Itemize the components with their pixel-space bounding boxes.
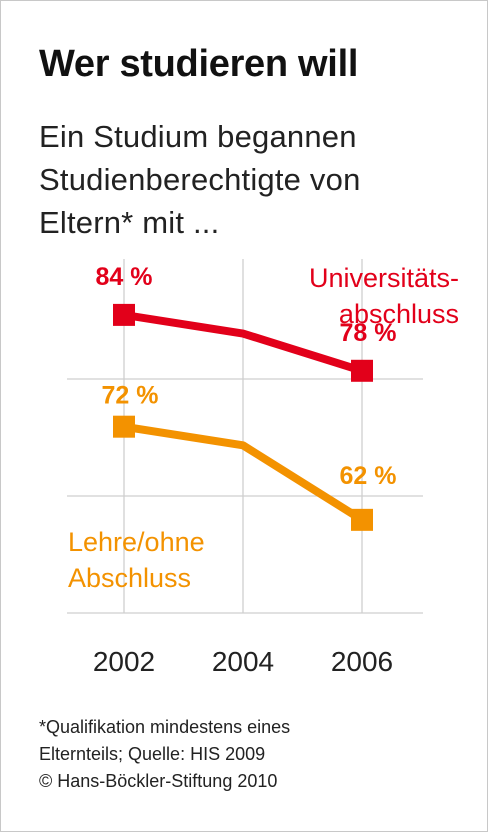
x-tick-label: 2002	[93, 646, 155, 677]
footnote-line-1: *Qualifikation mindestens eines	[39, 717, 291, 737]
data-label: 78 %	[340, 319, 397, 347]
line-chart: 2002 2004 2006 84 % 78 % Universitäts-abschlu…	[67, 259, 459, 677]
data-point-marker	[351, 359, 373, 382]
series-line-0	[123, 310, 364, 375]
data-point-marker	[113, 415, 135, 438]
x-tick-label: 2004	[212, 646, 274, 677]
footnote-line-2: Elternteils; Quelle: HIS 2009	[39, 744, 266, 764]
series-name-label: Lehre/ohne	[68, 527, 205, 557]
data-label: 72 %	[102, 382, 159, 410]
footnote: *Qualifikation mindestens eines Elternte…	[39, 714, 459, 795]
chart-subtitle: Ein Studium begannen Studienberechtigte …	[39, 119, 361, 240]
series-name-label: Abschluss	[68, 563, 191, 593]
series-line-1	[123, 422, 365, 524]
data-point-marker	[113, 303, 135, 326]
series-name-label: abschluss	[339, 299, 459, 329]
data-point-marker	[351, 508, 373, 531]
series-name-label: Universitäts-	[309, 263, 459, 293]
chart-title: Wer studieren will	[39, 43, 359, 85]
footnote-line-3: © Hans-Böckler-Stiftung 2010	[39, 771, 278, 791]
data-label: 62 %	[340, 462, 397, 490]
x-tick-label: 2006	[331, 646, 393, 677]
data-label: 84 %	[96, 263, 153, 291]
